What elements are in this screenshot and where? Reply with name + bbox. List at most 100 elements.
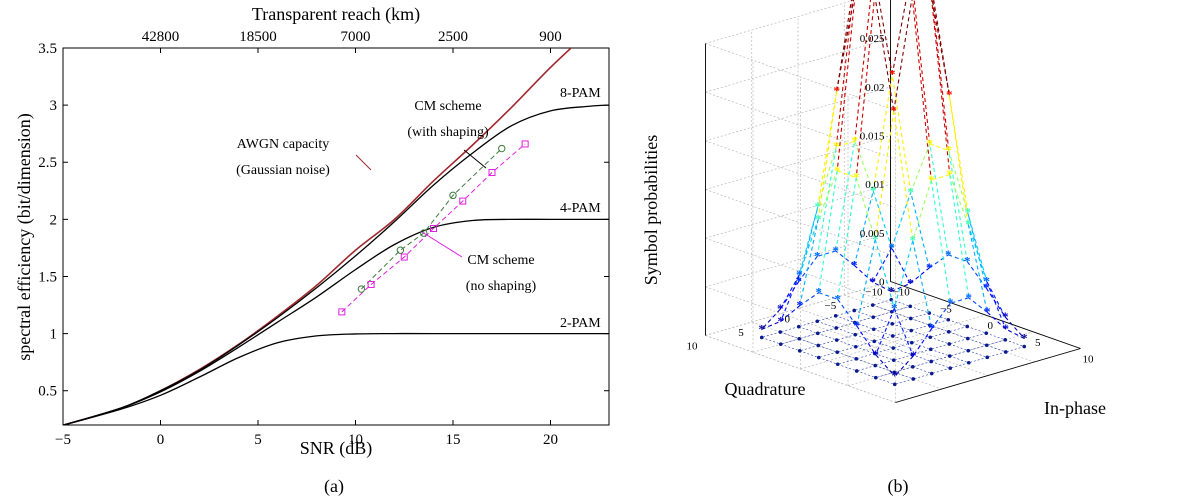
z-tick-label: 0.01 — [865, 179, 884, 191]
mesh-line — [878, 0, 893, 75]
probability-marker: * — [889, 240, 896, 255]
z-tick-label: 0.025 — [860, 33, 885, 45]
probability-marker: * — [947, 295, 954, 310]
y-tick-label: 2 — [50, 212, 58, 228]
floor-grid-line — [986, 344, 1006, 353]
floor-grid-line — [835, 315, 855, 323]
floor-grid-line — [780, 331, 800, 340]
constellation-point — [835, 350, 840, 354]
annotation-group: AWGN capacity (Gaussian noise) CM scheme (w… — [236, 86, 601, 331]
mesh-line — [835, 250, 855, 266]
constellation-point — [892, 382, 897, 387]
constellation-point — [834, 338, 839, 342]
mesh-line — [780, 274, 800, 322]
series-group — [63, 48, 609, 425]
probability-marker: * — [888, 283, 895, 298]
floor-grid-line — [836, 334, 856, 341]
constellation-point — [871, 327, 876, 332]
mesh-line — [1004, 316, 1025, 339]
constellation-point — [797, 349, 802, 353]
probability-marker: * — [815, 211, 822, 226]
top-tick-label: 42800 — [142, 29, 180, 45]
constellation-point — [1003, 338, 1008, 342]
floor-grid-line — [949, 338, 968, 345]
x-tick-label: 0 — [157, 432, 165, 448]
mesh-line — [949, 174, 969, 225]
constellation-point — [870, 303, 875, 307]
in-phase-tick-label: −5 — [940, 303, 952, 315]
mesh-line — [817, 90, 838, 208]
constellation-point — [873, 375, 878, 380]
floor-grid-line — [931, 361, 951, 369]
probability-marker: * — [797, 298, 804, 313]
annotation-text: 8-PAM — [560, 86, 601, 101]
floor-grid-line — [987, 351, 1006, 358]
quadrature-tick-label: −10 — [865, 287, 883, 299]
floor-grid-line — [798, 320, 818, 327]
floor-grid-line — [817, 315, 836, 322]
mesh-line — [872, 190, 893, 249]
probability-marker: * — [965, 204, 972, 219]
probability-marker: * — [907, 275, 914, 290]
constellation-point — [854, 357, 859, 361]
floor-grid-line — [855, 328, 874, 335]
floor-grid-line — [780, 338, 800, 345]
x-axis-label: SNR (dB) — [300, 438, 373, 459]
mesh-line — [948, 150, 968, 262]
grid-line — [705, 335, 896, 403]
marker-group — [338, 140, 529, 316]
grid-line — [705, 140, 896, 209]
probability-marker: * — [947, 167, 954, 182]
mesh-line — [835, 141, 856, 252]
constellation-point — [985, 355, 990, 360]
probability-marker: * — [872, 231, 879, 246]
floor-grid-line — [949, 355, 969, 364]
mesh-line — [948, 254, 968, 263]
floor-grid-line — [799, 350, 819, 358]
constellation-point — [873, 363, 878, 368]
constellation-point — [929, 359, 934, 364]
circle-marker — [396, 246, 405, 254]
mesh-line — [855, 177, 876, 240]
circle-marker — [449, 191, 457, 200]
axis-edge — [890, 281, 1081, 349]
probability-marker: * — [984, 273, 991, 288]
constellation-point — [778, 342, 783, 346]
floor-grid-line — [910, 318, 930, 326]
constellation-point — [892, 370, 897, 375]
mesh-line — [854, 0, 872, 142]
grid-line — [705, 0, 856, 44]
mesh-line — [912, 0, 932, 181]
mesh-line — [837, 299, 858, 327]
probability-marker: * — [926, 260, 933, 275]
mesh-line — [928, 254, 949, 269]
floor-grid-line — [930, 349, 950, 357]
mesh-line — [872, 281, 892, 292]
probability-marker: * — [851, 257, 858, 272]
mesh-line — [912, 179, 932, 241]
constellation-point — [834, 326, 839, 330]
floor-grid-line — [929, 312, 949, 321]
floor-grid-line — [874, 341, 894, 349]
probability-marker: * — [835, 291, 842, 306]
constellation-point — [835, 362, 840, 367]
mesh-line — [779, 281, 800, 310]
floor-grid-line — [856, 365, 876, 372]
mesh-line — [950, 297, 969, 304]
x-tick-label: 5 — [254, 432, 262, 448]
mesh-line — [817, 90, 838, 220]
mesh-line — [931, 302, 951, 329]
floor-grid-line — [892, 323, 912, 331]
mesh-line — [910, 192, 930, 269]
probability-marker: * — [910, 233, 917, 248]
constellation-point — [871, 315, 876, 319]
y-tick-label: 2.5 — [38, 155, 57, 171]
mesh-line — [893, 240, 914, 309]
floor-grid-line — [855, 341, 875, 348]
mesh-line — [891, 192, 912, 249]
constellation-point — [908, 304, 913, 309]
probability-mesh: ****************************************… — [759, 0, 1028, 383]
floor-grid-line — [893, 342, 912, 349]
floor-grid-line — [875, 377, 895, 385]
constellation-point — [853, 332, 858, 337]
